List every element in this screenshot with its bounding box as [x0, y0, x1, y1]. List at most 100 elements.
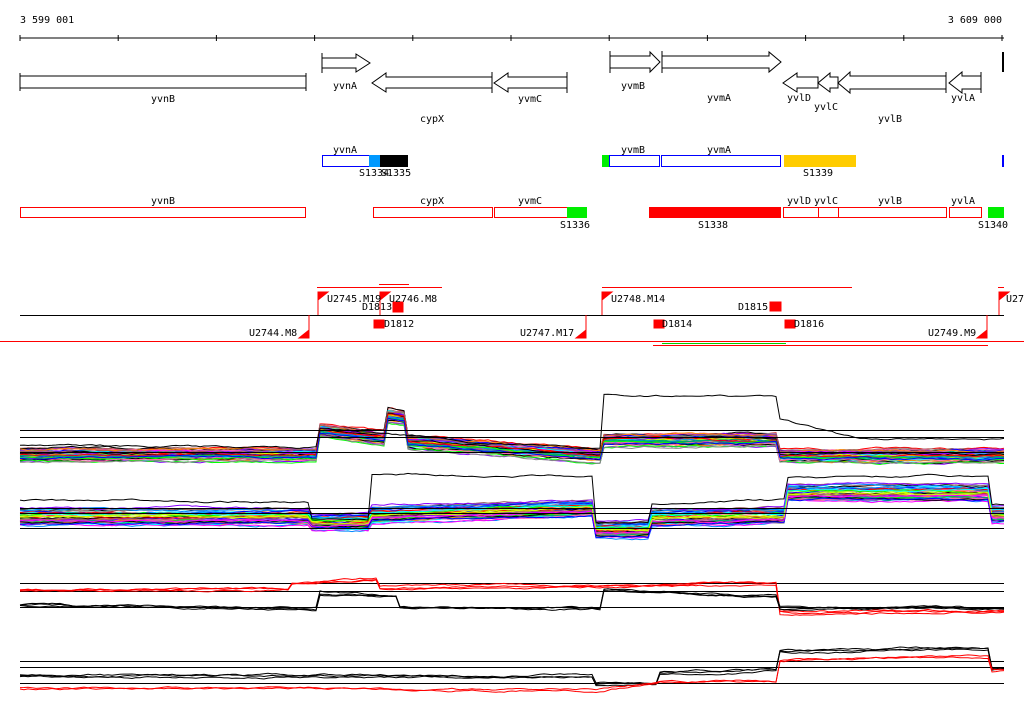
seg-label-S1340: S1340 [978, 220, 1008, 231]
flag-U2744[interactable] [297, 328, 310, 339]
segment-yvnB[interactable] [20, 207, 306, 218]
gene-cypX[interactable] [371, 72, 493, 93]
seg-label-yvmC: yvmC [518, 196, 542, 207]
gene-yvmA[interactable] [661, 50, 782, 74]
segment-yvnA[interactable] [322, 155, 370, 167]
seg-label-yvmA: yvmA [707, 145, 731, 156]
panel3-black-line [19, 588, 1005, 611]
label-yvmC: yvmC [518, 94, 542, 105]
expression-panels [19, 393, 1005, 694]
segment-cypX[interactable] [373, 207, 493, 218]
seg-label-S1338: S1338 [698, 220, 728, 231]
flag-U27[interactable] [998, 291, 1011, 302]
segment-S1339[interactable] [784, 155, 856, 167]
seg-label-S1335: S1335 [381, 168, 411, 179]
feature-track: U2745.M19 U2746.M8 D1813 D1812 U2744.M8 … [0, 284, 1024, 346]
panel2-series-line [19, 491, 1005, 532]
label-yvlC: yvlC [814, 102, 838, 113]
coordinate-ruler: 3 599 001 3 609 000 [19, 15, 1004, 41]
label-U2749: U2749.M9 [928, 328, 976, 339]
segment-S1334[interactable] [369, 155, 380, 167]
flag-U2745[interactable] [317, 291, 330, 302]
panel3-red-line [19, 577, 1005, 614]
flag-U2749[interactable] [975, 328, 988, 339]
segment-S1336[interactable] [567, 207, 587, 218]
label-D1814: D1814 [662, 319, 692, 330]
label-D1812: D1812 [384, 319, 414, 330]
ruler-start-label: 3 599 001 [20, 15, 74, 26]
segment-yvmC[interactable] [494, 207, 568, 218]
ruler-end-label: 3 609 000 [948, 15, 1002, 26]
panel1-top-line [19, 393, 1005, 450]
segment-yvlD[interactable] [783, 207, 819, 218]
label-U2747: U2747.M17 [520, 328, 574, 339]
label-U2748: U2748.M14 [611, 294, 665, 305]
forward-segment-track: yvnA S1334 S1335 yvmB yvmA S1339 [322, 145, 1004, 179]
ruler-ticks [19, 35, 1003, 41]
gene-yvlA[interactable] [948, 70, 982, 95]
gene-yvnA[interactable] [321, 53, 371, 73]
segment-yvlC[interactable] [818, 207, 839, 218]
segment-yvmA[interactable] [661, 155, 781, 167]
panel1-series-line [19, 419, 1005, 465]
panel2-series-line [19, 482, 1005, 522]
seg-label-yvlC: yvlC [814, 196, 838, 207]
panel1-series-line [19, 411, 1004, 454]
label-D1816: D1816 [794, 319, 824, 330]
segment-yvmB[interactable] [609, 155, 660, 167]
label-yvnA: yvnA [333, 81, 357, 92]
label-U2744: U2744.M8 [249, 328, 297, 339]
label-cypX: cypX [420, 114, 444, 125]
gene-labels: yvnB yvnA cypX yvmC yvmB yvmA yvlD yvlC … [151, 81, 975, 125]
segment-S1338[interactable] [649, 207, 781, 218]
seg-label-S1334: S1334 [359, 168, 389, 179]
gene-yvmC[interactable] [493, 72, 568, 93]
segment-S1335[interactable] [380, 155, 408, 167]
panel4-black-line [19, 646, 1005, 686]
label-yvlD: yvlD [787, 93, 811, 104]
label-D1815: D1815 [738, 302, 768, 313]
reverse-segment-track: yvnB cypX yvmC S1336 S1338 yvlD yvlC yvl… [20, 196, 1008, 231]
gene-track [19, 50, 1004, 95]
seg-label-yvlD: yvlD [787, 196, 811, 207]
panel4-red-line [19, 656, 1005, 694]
box-D1813[interactable] [392, 301, 404, 313]
box-D1816[interactable] [784, 319, 796, 329]
label-yvmB: yvmB [621, 81, 645, 92]
segment-yvlA[interactable] [949, 207, 982, 218]
segment-S1340[interactable] [988, 207, 1004, 218]
segment-end-marker [1002, 155, 1004, 167]
label-yvnB: yvnB [151, 94, 175, 105]
label-U27: U27 [1006, 294, 1024, 305]
panel4-black-line [19, 648, 1005, 687]
seg-label-S1336: S1336 [560, 220, 590, 231]
seg-label-cypX: cypX [420, 196, 444, 207]
label-D1813: D1813 [362, 302, 392, 313]
flag-U2747[interactable] [574, 328, 587, 339]
box-D1815[interactable] [769, 301, 782, 312]
seg-label-S1339: S1339 [803, 168, 833, 179]
box-D1814[interactable] [653, 319, 665, 329]
seg-label-yvlB: yvlB [878, 196, 902, 207]
box-D1812[interactable] [373, 319, 385, 329]
panel2-series-line [19, 492, 1005, 535]
flag-U2748[interactable] [601, 291, 614, 302]
label-U2745: U2745.M19 [327, 294, 381, 305]
seg-label-yvnA: yvnA [333, 145, 357, 156]
gene-yvlD[interactable] [782, 72, 819, 93]
panel4-red-line [19, 654, 1005, 692]
panel3-red-line [19, 578, 1005, 616]
gene-yvnB[interactable] [19, 75, 307, 89]
label-yvlB: yvlB [878, 114, 902, 125]
gene-yvmB[interactable] [609, 50, 661, 74]
gene-yvlB[interactable] [837, 70, 947, 95]
flag-U2746[interactable] [379, 291, 392, 302]
label-U2746: U2746.M8 [389, 294, 437, 305]
seg-label-yvmB: yvmB [621, 145, 645, 156]
panel2-series-line [19, 489, 1005, 529]
segment-green-start[interactable] [602, 155, 609, 167]
seg-label-yvnB: yvnB [151, 196, 175, 207]
segment-yvlB[interactable] [838, 207, 947, 218]
gene-yvlC[interactable] [817, 71, 839, 93]
